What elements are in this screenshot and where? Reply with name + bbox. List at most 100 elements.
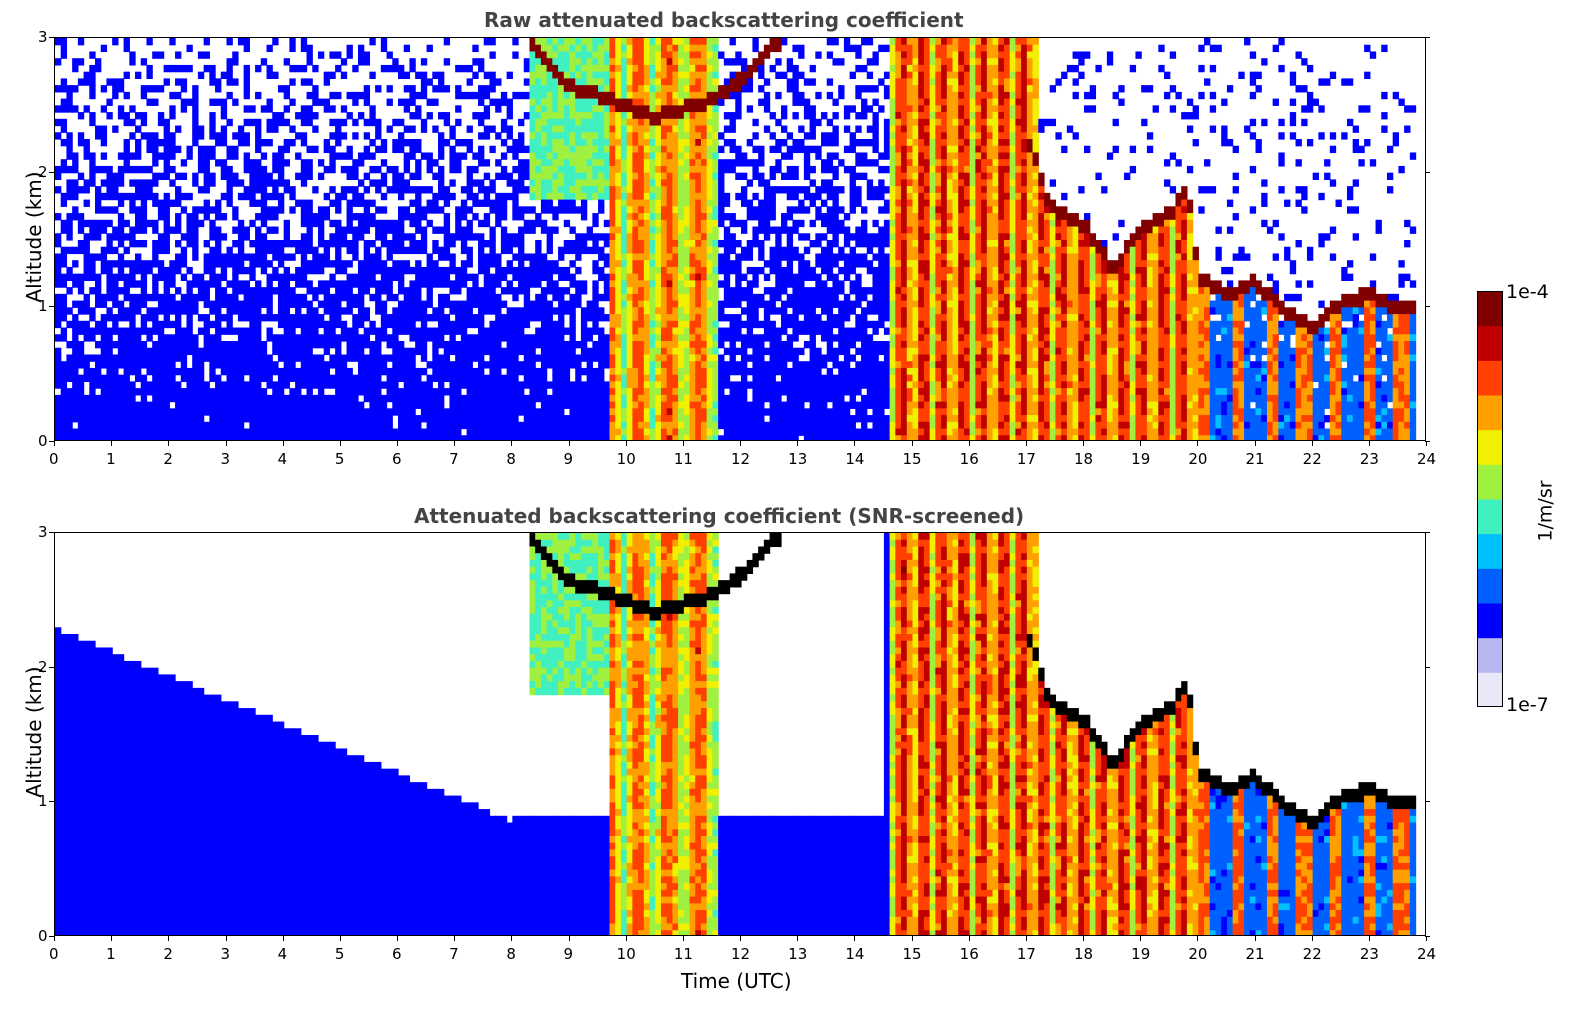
heatmap-cell bbox=[83, 354, 90, 362]
heatmap-cell bbox=[632, 435, 639, 440]
heatmap-cell bbox=[506, 361, 513, 369]
heatmap-cell bbox=[403, 159, 411, 167]
heatmap-cell bbox=[83, 421, 90, 430]
heatmap-cell bbox=[586, 300, 593, 308]
heatmap-cell bbox=[203, 381, 210, 389]
heatmap-cell bbox=[718, 213, 725, 221]
heatmap-cell bbox=[197, 159, 205, 167]
heatmap-cell bbox=[106, 374, 113, 382]
heatmap-cell bbox=[55, 307, 62, 315]
heatmap-cell bbox=[700, 354, 708, 362]
heatmap-cell bbox=[535, 58, 542, 66]
heatmap-cell bbox=[620, 361, 628, 369]
heatmap-cell bbox=[678, 293, 685, 302]
heatmap-cell bbox=[540, 152, 548, 160]
heatmap-cell bbox=[478, 394, 485, 403]
heatmap-cell bbox=[609, 85, 616, 93]
heatmap-cell bbox=[386, 334, 393, 342]
heatmap-cell bbox=[615, 314, 622, 322]
heatmap-cell bbox=[386, 374, 393, 382]
heatmap-cell bbox=[672, 361, 679, 369]
heatmap-cell bbox=[455, 421, 462, 430]
heatmap-cell bbox=[603, 64, 611, 73]
heatmap-cell bbox=[255, 132, 262, 140]
heatmap-cell bbox=[580, 394, 588, 403]
heatmap-cell bbox=[329, 415, 336, 423]
heatmap-cell bbox=[655, 179, 662, 187]
heatmap-cell bbox=[495, 401, 502, 409]
heatmap-cell bbox=[546, 179, 553, 187]
heatmap-cell bbox=[77, 435, 85, 440]
heatmap-cell bbox=[689, 98, 696, 106]
heatmap-cell bbox=[237, 341, 245, 349]
heatmap-cell bbox=[152, 394, 159, 403]
heatmap-cell bbox=[363, 273, 371, 281]
heatmap-cell bbox=[335, 219, 342, 228]
heatmap-cell bbox=[518, 266, 525, 275]
heatmap-cell bbox=[140, 206, 148, 214]
heatmap-cell bbox=[89, 435, 96, 440]
heatmap-cell bbox=[626, 64, 633, 73]
heatmap-cell bbox=[495, 394, 502, 403]
heatmap-cell bbox=[55, 118, 62, 127]
heatmap-cell bbox=[672, 38, 679, 46]
heatmap-cell bbox=[678, 287, 685, 295]
heatmap-cell bbox=[678, 240, 685, 248]
heatmap-cell bbox=[186, 314, 193, 322]
heatmap-cell bbox=[443, 266, 451, 275]
heatmap-cell bbox=[666, 159, 673, 167]
heatmap-cell bbox=[72, 401, 79, 409]
heatmap-cell bbox=[695, 186, 702, 194]
heatmap-cell bbox=[592, 132, 599, 140]
heatmap-cell bbox=[83, 145, 90, 154]
heatmap-cell bbox=[620, 44, 628, 53]
heatmap-cell bbox=[226, 192, 233, 201]
heatmap-cell bbox=[163, 388, 170, 396]
heatmap-cell bbox=[180, 334, 188, 342]
heatmap-cell bbox=[449, 300, 456, 308]
heatmap-cell bbox=[409, 172, 416, 180]
heatmap-cell bbox=[277, 273, 285, 281]
heatmap-cell bbox=[609, 105, 616, 113]
heatmap-cell bbox=[643, 145, 651, 154]
heatmap-cell bbox=[192, 172, 199, 180]
heatmap-cell bbox=[535, 98, 542, 106]
heatmap-cell bbox=[77, 354, 85, 362]
heatmap-cell bbox=[237, 435, 245, 440]
heatmap-cell bbox=[649, 125, 656, 133]
heatmap-cell bbox=[117, 394, 125, 403]
heatmap-cell bbox=[420, 226, 428, 234]
heatmap-cell bbox=[689, 132, 696, 140]
heatmap-cell bbox=[512, 428, 519, 436]
heatmap-cell bbox=[306, 165, 313, 174]
heatmap-cell bbox=[283, 118, 290, 127]
heatmap-cell bbox=[626, 165, 633, 174]
heatmap-cell bbox=[580, 139, 588, 147]
heatmap-cell bbox=[489, 367, 496, 376]
heatmap-cell bbox=[123, 71, 130, 79]
heatmap-cell bbox=[483, 327, 491, 335]
heatmap-cell bbox=[672, 132, 679, 140]
heatmap-cell bbox=[106, 273, 113, 281]
heatmap-cell bbox=[678, 347, 685, 356]
heatmap-cell bbox=[363, 334, 371, 342]
heatmap-cell bbox=[89, 78, 96, 86]
heatmap-cell bbox=[55, 213, 62, 221]
heatmap-cell bbox=[683, 172, 691, 180]
heatmap-cell bbox=[72, 374, 79, 382]
heatmap-cell bbox=[163, 152, 170, 160]
heatmap-cell bbox=[695, 314, 702, 322]
heatmap-cell bbox=[558, 435, 565, 440]
heatmap-cell bbox=[243, 354, 250, 362]
heatmap-cell bbox=[95, 300, 102, 308]
heatmap-cell bbox=[100, 192, 108, 201]
heatmap-cell bbox=[100, 327, 108, 335]
heatmap-cell bbox=[123, 388, 130, 396]
heatmap-cell bbox=[335, 51, 342, 59]
heatmap-cell bbox=[386, 240, 393, 248]
heatmap-cell bbox=[478, 219, 485, 228]
heatmap-cell bbox=[289, 273, 296, 281]
heatmap-cell bbox=[340, 361, 348, 369]
heatmap-cell bbox=[660, 206, 668, 214]
heatmap-cell bbox=[220, 192, 228, 201]
